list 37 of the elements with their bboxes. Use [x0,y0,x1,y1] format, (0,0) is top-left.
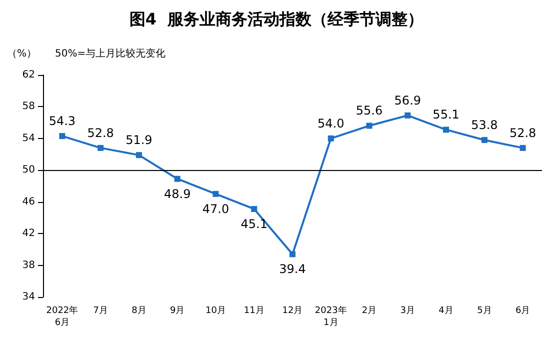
y-tick-label: 42 [22,228,35,240]
data-label: 39.4 [279,262,306,276]
x-tick-label: 7月 [93,306,108,316]
x-tick-label: 2023年 1月 [314,305,347,328]
data-label: 56.9 [394,93,422,108]
data-label: 45.1 [240,216,268,231]
y-tick-label: 34 [22,292,35,302]
data-label: 52.8 [509,126,536,140]
x-tick-label: 11月 [244,306,264,316]
data-label: 54.3 [48,114,76,128]
y-axis-title: （%） [7,48,37,60]
y-tick-label: 62 [22,70,35,80]
y-tick-label: 38 [22,260,35,271]
y-tick-label: 50 [22,164,35,176]
data-label: 53.8 [471,118,498,132]
x-tick-label: 4月 [438,306,454,316]
x-tick-label: 2022年 6月 [46,305,78,328]
y-tick-label: 46 [22,196,35,208]
chart-title: 图4 服务业商务活动指数（经季节调整） [129,10,424,28]
x-tick-label: 12月 [282,306,303,316]
x-tick-label: 3月 [400,306,416,316]
data-label: 51.9 [126,133,152,148]
y-tick-label: 58 [22,101,35,112]
data-label: 48.9 [164,186,191,201]
data-label: 54.0 [318,116,344,130]
x-tick-label: 8月 [132,306,146,316]
data-label: 55.1 [432,108,460,122]
x-tick-label: 5月 [477,306,492,316]
x-tick-label: 2月 [362,306,377,316]
chart-subtitle: 50%=与上月比较无变化 [55,48,166,60]
data-label: 52.8 [87,126,114,140]
y-tick-label: 54 [22,132,35,144]
x-tick-label: 6月 [515,306,530,316]
x-tick-label: 9月 [170,306,185,316]
data-label: 55.6 [356,104,383,118]
data-label: 47.0 [202,202,230,216]
x-tick-label: 10月 [206,306,226,316]
